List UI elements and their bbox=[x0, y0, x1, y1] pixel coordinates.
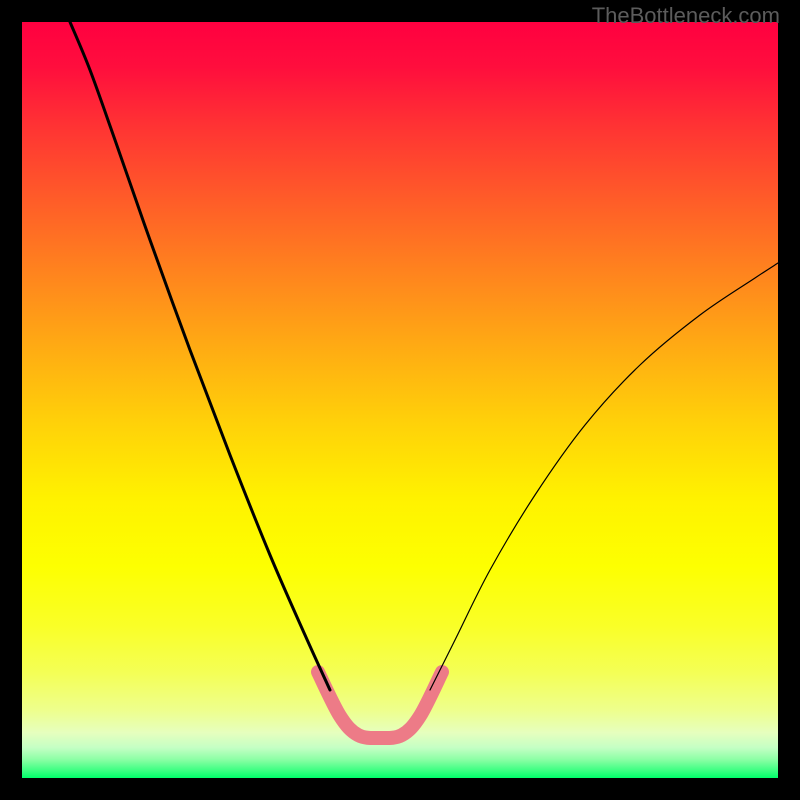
chart-root: TheBottleneck.com bbox=[0, 0, 800, 800]
watermark-text: TheBottleneck.com bbox=[592, 3, 780, 29]
bottleneck-curve-left bbox=[70, 22, 330, 690]
curve-layer bbox=[0, 0, 800, 800]
optimal-zone-marker bbox=[318, 672, 442, 738]
bottleneck-curve-right bbox=[430, 263, 778, 690]
